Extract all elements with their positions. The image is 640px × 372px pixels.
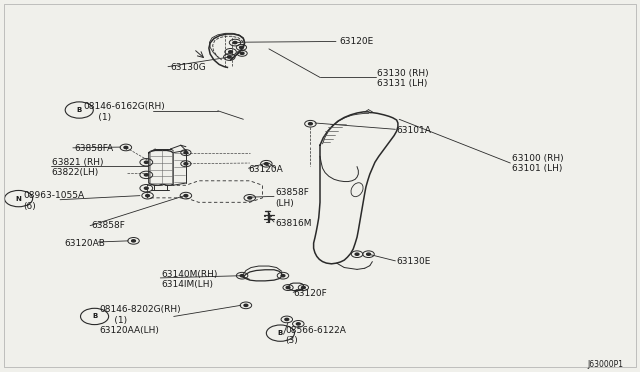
Circle shape <box>281 275 285 277</box>
Text: 63101A: 63101A <box>397 126 431 135</box>
Circle shape <box>132 240 136 242</box>
Circle shape <box>355 253 359 255</box>
Circle shape <box>240 275 244 277</box>
Text: 63858FA: 63858FA <box>74 144 113 153</box>
Circle shape <box>285 318 289 321</box>
Circle shape <box>145 161 148 163</box>
Circle shape <box>184 195 188 197</box>
Circle shape <box>227 56 231 58</box>
Text: B: B <box>278 330 283 336</box>
Text: B: B <box>92 314 97 320</box>
Text: 63130E: 63130E <box>397 257 431 266</box>
Circle shape <box>146 195 150 197</box>
Text: N: N <box>15 196 22 202</box>
Circle shape <box>240 52 244 54</box>
Text: 63130G: 63130G <box>170 63 205 72</box>
Circle shape <box>124 146 128 148</box>
Circle shape <box>367 253 371 255</box>
Text: 08146-6162G(RH)
     (1): 08146-6162G(RH) (1) <box>84 102 166 122</box>
Circle shape <box>184 151 188 154</box>
Text: 63858F: 63858F <box>92 221 125 230</box>
Circle shape <box>228 51 232 53</box>
Text: 63816M: 63816M <box>275 219 312 228</box>
Text: 63120E: 63120E <box>339 37 373 46</box>
Circle shape <box>286 286 290 289</box>
Circle shape <box>296 323 300 325</box>
Circle shape <box>308 123 312 125</box>
Text: 63120AB: 63120AB <box>65 239 106 248</box>
Text: 08566-6122A
(3): 08566-6122A (3) <box>285 326 346 345</box>
Circle shape <box>264 163 268 165</box>
Text: 63140M(RH)
6314lM(LH): 63140M(RH) 6314lM(LH) <box>162 270 218 289</box>
Circle shape <box>233 41 237 44</box>
Text: 08963-1055A
(6): 08963-1055A (6) <box>23 191 84 211</box>
Text: 63120A: 63120A <box>248 165 284 174</box>
Circle shape <box>244 304 248 307</box>
Circle shape <box>145 174 148 176</box>
Text: 63100 (RH)
63101 (LH): 63100 (RH) 63101 (LH) <box>511 154 563 173</box>
Text: B: B <box>77 107 82 113</box>
Circle shape <box>145 187 148 189</box>
Text: 63130 (RH)
63131 (LH): 63130 (RH) 63131 (LH) <box>378 69 429 88</box>
Text: 63821 (RH)
63822(LH): 63821 (RH) 63822(LH) <box>52 158 103 177</box>
Text: 08146-8202G(RH)
     (1)
63120AA(LH): 08146-8202G(RH) (1) 63120AA(LH) <box>100 305 181 335</box>
Circle shape <box>184 163 188 165</box>
Text: 63858F
(LH): 63858F (LH) <box>275 188 309 208</box>
Text: 63120F: 63120F <box>293 289 327 298</box>
Text: J63000P1: J63000P1 <box>588 360 623 369</box>
Circle shape <box>248 197 252 199</box>
Circle shape <box>301 286 305 289</box>
Circle shape <box>239 46 243 48</box>
